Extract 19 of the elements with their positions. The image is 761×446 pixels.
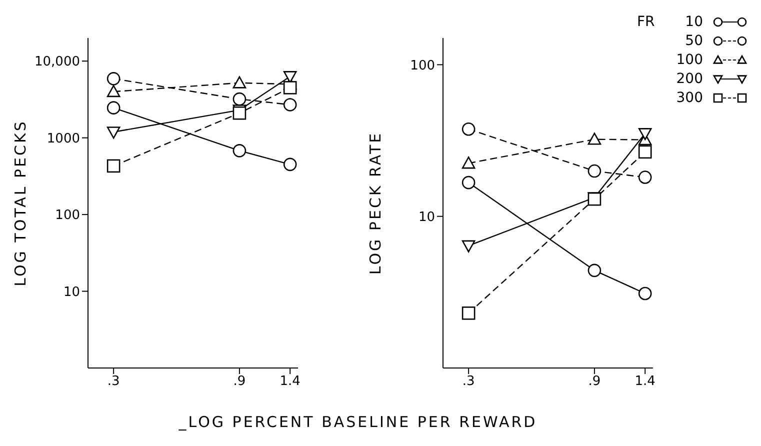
legend-label: 200: [675, 70, 703, 86]
legend-title: FR: [637, 14, 656, 30]
x-tick-label: .9: [233, 374, 246, 390]
x-tick-label: .3: [462, 374, 475, 390]
legend-label: 100: [675, 52, 703, 68]
y-axis-title: LOG PECK RATE: [366, 131, 384, 275]
y-tick-label: 10: [63, 284, 80, 300]
legend-label: 10: [684, 14, 703, 30]
legend-label: 50: [684, 32, 703, 48]
x-tick-label: .9: [588, 374, 601, 390]
x-axis-title: _LOG PERCENT BASELINE PER REWARD: [178, 413, 538, 431]
x-tick-label: 1.4: [634, 374, 656, 390]
x-tick-label: 1.4: [280, 374, 300, 390]
x-tick-label: .3: [107, 374, 120, 390]
y-axis-title: LOG TOTAL PECKS: [11, 120, 30, 286]
y-tick-label: 10,000: [34, 54, 80, 70]
y-tick-label: 100: [55, 208, 80, 224]
y-tick-label: 1000: [46, 131, 80, 146]
legend-label: 300: [675, 90, 703, 106]
